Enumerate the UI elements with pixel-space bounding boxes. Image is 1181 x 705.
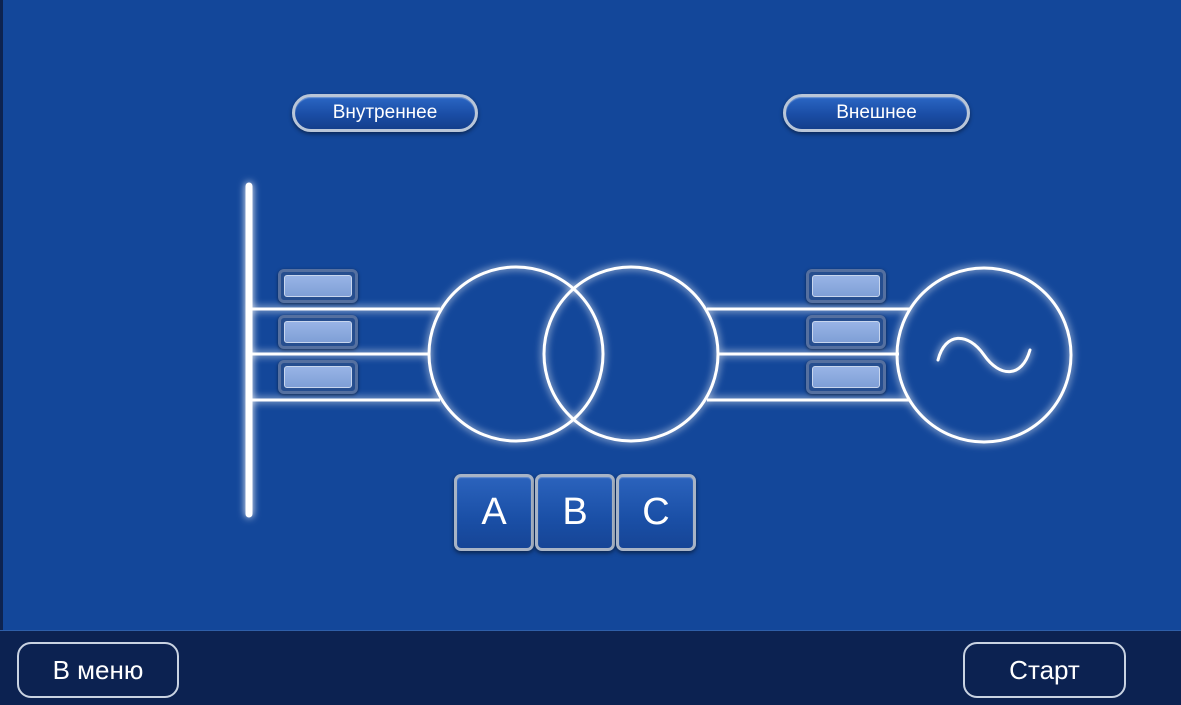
phase-a-button[interactable]: A (454, 474, 534, 551)
circuit-diagram (245, 182, 1073, 518)
left-switch-phase-1[interactable] (278, 269, 358, 303)
ac-generator-icon (895, 266, 1073, 444)
phase-c-label: C (642, 491, 670, 533)
internal-fault-button[interactable]: Внутреннее (292, 94, 478, 132)
phase-a-label: A (481, 491, 507, 533)
start-button-label: Старт (1009, 654, 1080, 685)
phase-b-label: B (562, 491, 588, 533)
transformer-icon (427, 265, 720, 443)
left-switch-phase-3[interactable] (278, 360, 358, 394)
external-fault-button[interactable]: Внешнее (783, 94, 970, 132)
phase-b-button[interactable]: B (535, 474, 615, 551)
external-fault-label: Внешнее (836, 102, 917, 123)
phase-c-button[interactable]: C (616, 474, 696, 551)
right-switch-phase-2[interactable] (806, 315, 886, 349)
start-button[interactable]: Старт (963, 642, 1126, 698)
internal-fault-label: Внутреннее (332, 102, 438, 123)
menu-button[interactable]: В меню (17, 642, 179, 698)
left-switch-phase-2[interactable] (278, 315, 358, 349)
right-switch-phase-3[interactable] (806, 360, 886, 394)
menu-button-label: В меню (52, 654, 144, 685)
right-switch-phase-1[interactable] (806, 269, 886, 303)
